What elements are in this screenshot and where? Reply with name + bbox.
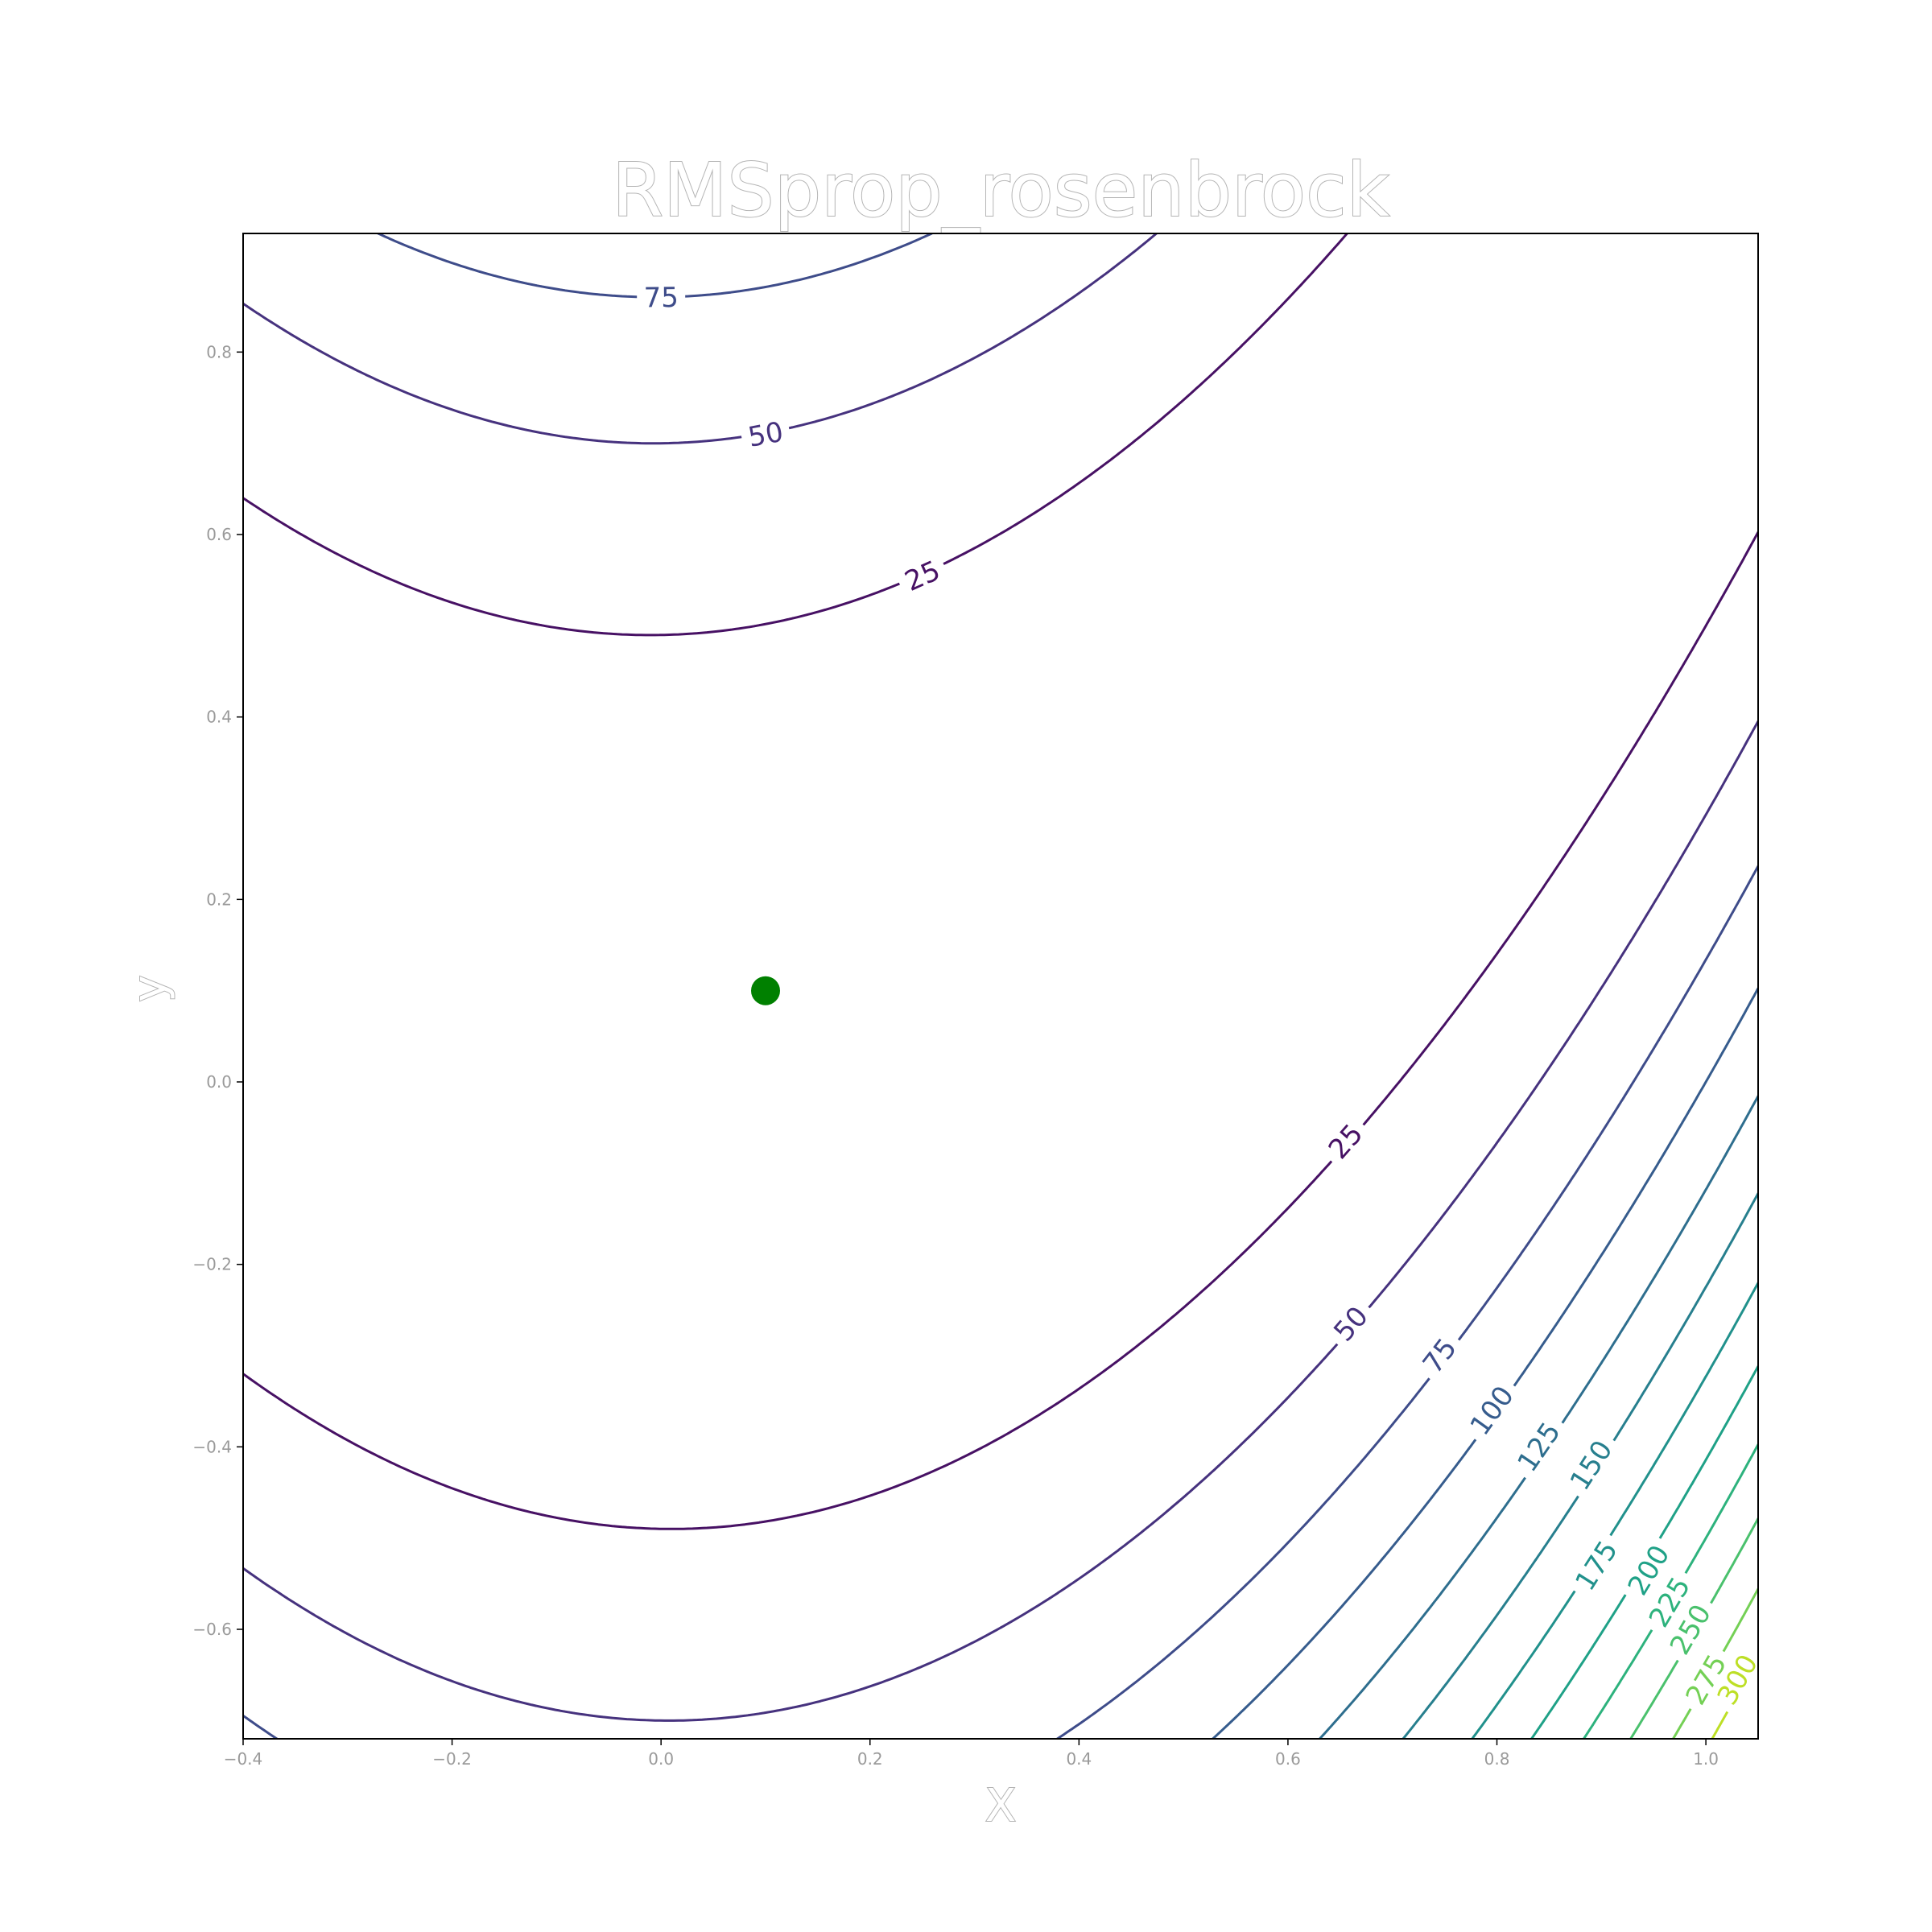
x-tick-label: 0.6 — [1275, 1749, 1301, 1769]
y-tick-label: 0.0 — [206, 1072, 232, 1092]
contour-label-background — [1459, 1374, 1525, 1447]
contour-line-50 — [243, 233, 1758, 1722]
x-tick-label: 0.4 — [1066, 1749, 1092, 1769]
plot-frame — [242, 233, 1759, 1740]
contour-label-group-50: 50 — [738, 414, 793, 455]
x-axis: −0.4 −0.2 0.0 0.2 0.4 0.6 0.8 1.0 — [224, 1739, 1719, 1769]
chart-title: RMSprop_rosenbrock — [612, 147, 1390, 233]
contour-label-background — [1317, 1112, 1374, 1170]
contour-label-75: 75 — [643, 282, 679, 314]
x-tick-label: 0.8 — [1484, 1749, 1510, 1769]
contour-line-75 — [243, 233, 1758, 1739]
x-tick-label: −0.4 — [224, 1749, 263, 1769]
contour-label-background — [1506, 1410, 1571, 1484]
contour-label-background — [1638, 1565, 1700, 1639]
x-axis-label: X — [985, 1780, 1016, 1832]
contour-label-background — [1564, 1529, 1628, 1603]
contour-label-background — [1617, 1533, 1680, 1607]
y-tick-label: 0.6 — [206, 525, 232, 544]
contour-label-background — [1559, 1428, 1623, 1502]
y-axis-label: y — [124, 975, 176, 1001]
y-tick-label: −0.6 — [192, 1620, 232, 1639]
y-tick-label: −0.4 — [192, 1437, 232, 1456]
x-tick-label: 0.0 — [648, 1749, 674, 1769]
x-tick-label: 1.0 — [1693, 1749, 1719, 1769]
contour-label-50: 50 — [745, 416, 786, 454]
contour-label-background — [636, 280, 686, 314]
y-tick-label: 0.2 — [206, 890, 232, 909]
contour-label-background — [1411, 1327, 1468, 1385]
contour-line-25 — [243, 233, 1758, 1530]
plot-background — [243, 233, 1758, 1739]
contour-label-background — [1707, 1642, 1758, 1716]
contour-label-background — [738, 414, 793, 455]
contour-label-group-75: 75 — [636, 280, 686, 315]
contour-label-background — [1323, 1294, 1379, 1353]
y-axis: −0.6 −0.4 −0.2 0.0 0.2 0.4 0.6 0.8 — [192, 342, 243, 1639]
y-tick-label: 0.8 — [206, 342, 232, 361]
contour-label-background — [1675, 1642, 1736, 1716]
contour-label-background — [894, 551, 952, 601]
contour-label-background — [1659, 1592, 1721, 1666]
current-point-marker — [751, 976, 780, 1005]
x-tick-label: 0.2 — [857, 1749, 883, 1769]
x-tick-label: −0.2 — [432, 1749, 472, 1769]
y-tick-label: 0.4 — [206, 708, 232, 727]
y-tick-label: −0.2 — [192, 1255, 232, 1274]
points — [751, 976, 780, 1005]
